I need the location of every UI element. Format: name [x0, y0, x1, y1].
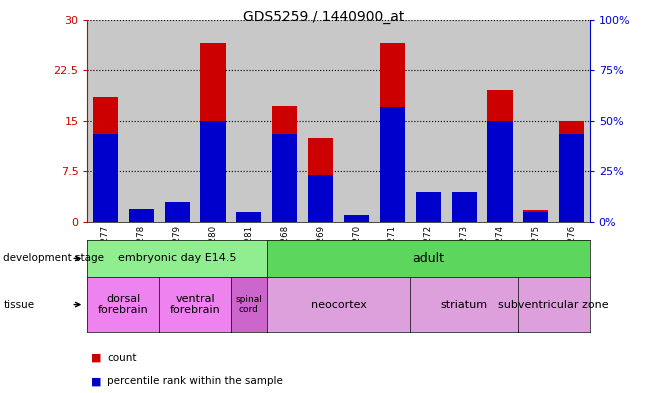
- Text: ■: ■: [91, 376, 101, 386]
- Bar: [123, 20, 159, 222]
- Bar: [129, 215, 154, 222]
- Bar: [93, 134, 118, 222]
- Text: adult: adult: [412, 252, 445, 265]
- Bar: [518, 20, 554, 222]
- Bar: [200, 121, 226, 222]
- Bar: [452, 192, 477, 222]
- Text: ventral
forebrain: ventral forebrain: [170, 294, 220, 315]
- Bar: [165, 210, 190, 222]
- Text: tissue: tissue: [3, 299, 34, 310]
- Bar: [159, 20, 195, 222]
- Bar: [380, 43, 405, 222]
- Bar: [487, 90, 513, 222]
- Bar: [416, 207, 441, 222]
- Bar: [165, 202, 190, 222]
- Bar: [129, 209, 154, 222]
- Bar: [87, 20, 123, 222]
- Bar: [375, 20, 410, 222]
- Bar: [267, 20, 303, 222]
- Text: percentile rank within the sample: percentile rank within the sample: [107, 376, 283, 386]
- Bar: [308, 175, 333, 222]
- Text: neocortex: neocortex: [310, 299, 367, 310]
- Text: subventricular zone: subventricular zone: [498, 299, 609, 310]
- Bar: [410, 20, 446, 222]
- Text: dorsal
forebrain: dorsal forebrain: [98, 294, 149, 315]
- Bar: [452, 207, 477, 222]
- Text: embryonic day E14.5: embryonic day E14.5: [118, 253, 237, 263]
- Bar: [93, 97, 118, 222]
- Text: development stage: development stage: [3, 253, 104, 263]
- Bar: [554, 20, 590, 222]
- Bar: [380, 107, 405, 222]
- Bar: [195, 20, 231, 222]
- Bar: [524, 210, 548, 222]
- Bar: [237, 215, 261, 222]
- Bar: [272, 106, 297, 222]
- Bar: [446, 20, 482, 222]
- Bar: [303, 20, 338, 222]
- Bar: [559, 121, 584, 222]
- Bar: [559, 134, 584, 222]
- Text: striatum: striatum: [441, 299, 488, 310]
- Bar: [200, 43, 226, 222]
- Bar: [344, 215, 369, 222]
- Bar: [344, 215, 369, 222]
- Bar: [524, 212, 548, 222]
- Text: ■: ■: [91, 353, 101, 363]
- Bar: [231, 20, 267, 222]
- Bar: [487, 121, 513, 222]
- Text: spinal
cord: spinal cord: [235, 295, 262, 314]
- Bar: [308, 138, 333, 222]
- Bar: [339, 20, 375, 222]
- Text: count: count: [107, 353, 137, 363]
- Bar: [416, 192, 441, 222]
- Bar: [272, 134, 297, 222]
- Text: GDS5259 / 1440900_at: GDS5259 / 1440900_at: [243, 10, 405, 24]
- Bar: [482, 20, 518, 222]
- Bar: [237, 212, 261, 222]
